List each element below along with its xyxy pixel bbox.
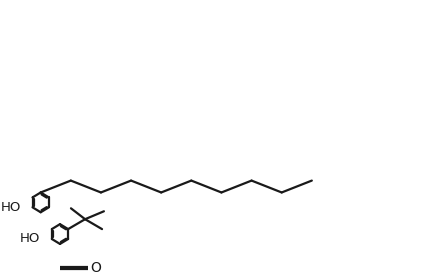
Text: HO: HO [20, 232, 41, 246]
Text: HO: HO [1, 201, 21, 214]
Text: O: O [90, 261, 101, 275]
